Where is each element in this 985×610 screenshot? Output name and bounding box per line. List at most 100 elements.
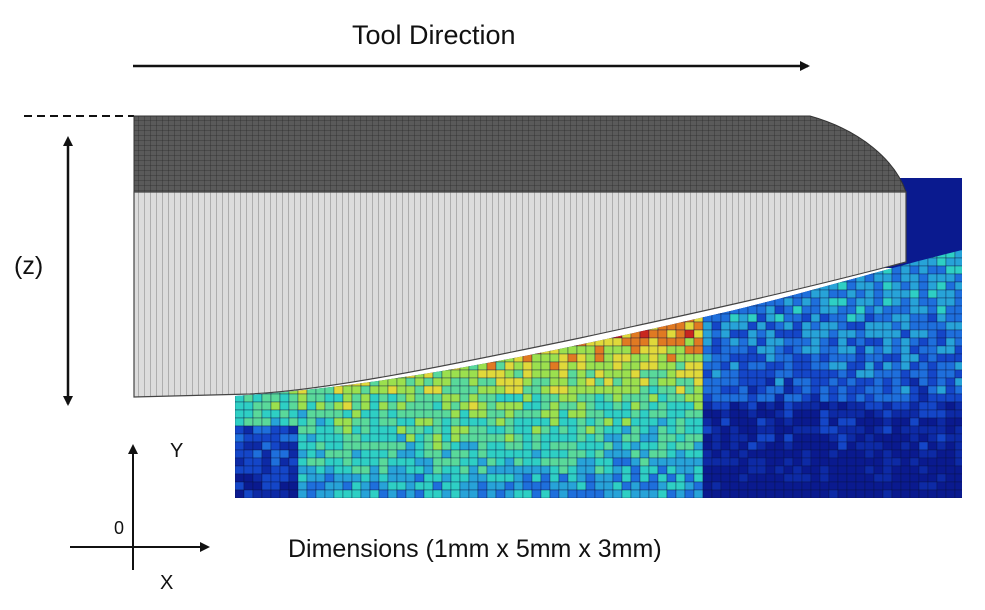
contour-cell bbox=[558, 417, 569, 427]
contour-cell bbox=[252, 425, 263, 435]
contour-cell bbox=[882, 481, 893, 491]
contour-cell bbox=[855, 385, 866, 395]
contour-cell bbox=[675, 369, 686, 379]
contour-cell bbox=[810, 393, 821, 403]
contour-cell bbox=[648, 449, 659, 459]
contour-cell bbox=[936, 361, 947, 371]
contour-cell bbox=[235, 489, 245, 498]
contour-cell bbox=[765, 361, 776, 371]
contour-cell bbox=[351, 489, 362, 498]
contour-cell bbox=[765, 393, 776, 403]
contour-cell bbox=[342, 393, 353, 403]
contour-cell bbox=[891, 329, 902, 339]
contour-cell bbox=[594, 441, 605, 451]
contour-cell bbox=[324, 481, 335, 491]
contour-cell bbox=[657, 337, 668, 347]
contour-cell bbox=[459, 409, 470, 419]
contour-cell bbox=[684, 417, 695, 427]
contour-cell bbox=[900, 417, 911, 427]
contour-cell bbox=[747, 321, 758, 331]
contour-cell bbox=[513, 369, 524, 379]
contour-cell bbox=[693, 449, 704, 459]
contour-cell bbox=[693, 489, 704, 498]
contour-cell bbox=[459, 401, 470, 411]
contour-cell bbox=[297, 465, 308, 475]
contour-cell bbox=[936, 465, 947, 475]
contour-cell bbox=[468, 457, 479, 467]
contour-cell bbox=[729, 329, 740, 339]
contour-cell bbox=[702, 313, 713, 323]
contour-cell bbox=[828, 313, 839, 323]
contour-cell bbox=[819, 433, 830, 443]
contour-cell bbox=[819, 393, 830, 403]
contour-cell bbox=[765, 377, 776, 387]
contour-cell bbox=[324, 401, 335, 411]
contour-cell bbox=[243, 481, 254, 491]
contour-cell bbox=[846, 401, 857, 411]
contour-cell bbox=[648, 433, 659, 443]
contour-cell bbox=[558, 377, 569, 387]
contour-cell bbox=[945, 281, 956, 291]
contour-cell bbox=[837, 345, 848, 355]
contour-cell bbox=[756, 321, 767, 331]
contour-cell bbox=[711, 329, 722, 339]
contour-cell bbox=[540, 473, 551, 483]
contour-cell bbox=[387, 433, 398, 443]
contour-cell bbox=[360, 409, 371, 419]
contour-cell bbox=[819, 305, 830, 315]
contour-cell bbox=[378, 377, 389, 387]
contour-cell bbox=[378, 457, 389, 467]
contour-cell bbox=[837, 481, 848, 491]
contour-cell bbox=[567, 489, 578, 498]
contour-cell bbox=[711, 473, 722, 483]
contour-cell bbox=[954, 281, 962, 291]
contour-cell bbox=[837, 425, 848, 435]
contour-cell bbox=[288, 457, 299, 467]
contour-cell bbox=[270, 417, 281, 427]
contour-cell bbox=[873, 281, 884, 291]
contour-cell bbox=[684, 441, 695, 451]
contour-cell bbox=[414, 473, 425, 483]
contour-cell bbox=[846, 417, 857, 427]
contour-cell bbox=[873, 473, 884, 483]
contour-cell bbox=[549, 401, 560, 411]
contour-cell bbox=[576, 401, 587, 411]
contour-cell bbox=[243, 457, 254, 467]
contour-cell bbox=[810, 337, 821, 347]
contour-cell bbox=[945, 289, 956, 299]
contour-cell bbox=[369, 409, 380, 419]
contour-cell bbox=[243, 433, 254, 443]
contour-cell bbox=[936, 401, 947, 411]
contour-cell bbox=[855, 361, 866, 371]
contour-cell bbox=[531, 409, 542, 419]
contour-cell bbox=[774, 457, 785, 467]
contour-cell bbox=[792, 369, 803, 379]
contour-cell bbox=[594, 361, 605, 371]
contour-cell bbox=[909, 385, 920, 395]
contour-cell bbox=[594, 417, 605, 427]
contour-cell bbox=[684, 409, 695, 419]
contour-cell bbox=[783, 297, 794, 307]
contour-cell bbox=[558, 401, 569, 411]
contour-cell bbox=[747, 401, 758, 411]
contour-cell bbox=[576, 441, 587, 451]
contour-cell bbox=[684, 361, 695, 371]
contour-cell bbox=[819, 401, 830, 411]
contour-cell bbox=[702, 337, 713, 347]
contour-cell bbox=[558, 345, 569, 355]
contour-cell bbox=[927, 401, 938, 411]
contour-cell bbox=[873, 489, 884, 498]
contour-cell bbox=[810, 361, 821, 371]
contour-cell bbox=[702, 321, 713, 331]
contour-cell bbox=[819, 449, 830, 459]
contour-cell bbox=[828, 489, 839, 498]
contour-cell bbox=[297, 449, 308, 459]
contour-cell bbox=[441, 377, 452, 387]
contour-cell bbox=[396, 457, 407, 467]
contour-cell bbox=[702, 361, 713, 371]
contour-cell bbox=[585, 489, 596, 498]
contour-cell bbox=[900, 281, 911, 291]
contour-cell bbox=[936, 433, 947, 443]
contour-cell bbox=[765, 409, 776, 419]
contour-cell bbox=[729, 441, 740, 451]
